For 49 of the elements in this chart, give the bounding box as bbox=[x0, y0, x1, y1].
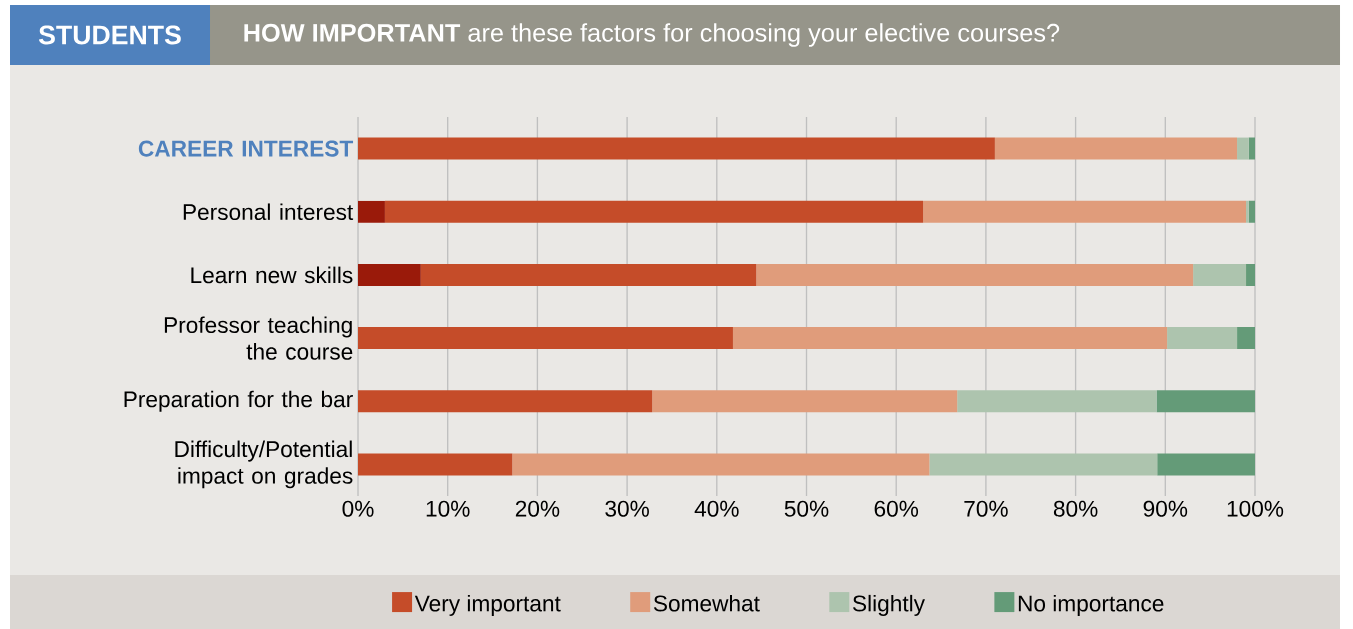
chart-title: HOW IMPORTANT are these factors for choosing your elective courses? bbox=[244, 23, 1060, 47]
x-tick-label: 70% bbox=[964, 500, 1008, 517]
x-tick-label: 10% bbox=[426, 500, 470, 517]
bar bbox=[358, 453, 513, 476]
x-tick-label: 0% bbox=[342, 500, 374, 517]
bar bbox=[1157, 453, 1256, 476]
bar bbox=[358, 200, 385, 223]
x-tick-label: 60% bbox=[874, 500, 919, 517]
y-tick-label: Preparation for the bar bbox=[124, 390, 353, 412]
bar bbox=[994, 137, 1238, 160]
y-tick-label: CAREER INTEREST bbox=[138, 140, 354, 157]
bar bbox=[652, 390, 958, 413]
bar bbox=[756, 263, 1194, 286]
legend-label: No importance bbox=[1018, 594, 1164, 616]
bar bbox=[1248, 200, 1256, 223]
bar bbox=[1156, 390, 1256, 413]
bar bbox=[358, 263, 421, 286]
x-tick-label: 20% bbox=[515, 500, 560, 517]
bar bbox=[1246, 263, 1256, 286]
y-tick-label: Learn new skills bbox=[191, 266, 353, 284]
bar bbox=[929, 453, 1158, 476]
legend-label: Very important bbox=[414, 594, 561, 616]
bar bbox=[923, 200, 1247, 223]
bar bbox=[358, 327, 733, 350]
x-tick-label: 30% bbox=[605, 500, 649, 517]
bar bbox=[512, 453, 930, 476]
legend-label: Somewhat bbox=[653, 594, 760, 612]
bar bbox=[420, 263, 757, 286]
bar bbox=[358, 137, 995, 160]
bar bbox=[1193, 263, 1247, 286]
bar bbox=[358, 390, 653, 413]
x-tick-label: 90% bbox=[1143, 500, 1188, 517]
x-tick-label: 40% bbox=[694, 500, 739, 517]
bar bbox=[1246, 200, 1249, 223]
bar bbox=[957, 390, 1157, 413]
x-tick-label: 50% bbox=[784, 500, 829, 517]
y-tick-label: Professor teaching the course bbox=[164, 316, 353, 360]
bar bbox=[732, 327, 1168, 350]
text: STUDENTS bbox=[38, 25, 181, 45]
bar bbox=[1167, 327, 1238, 350]
bar bbox=[1248, 137, 1256, 160]
bar bbox=[1237, 137, 1249, 160]
bar bbox=[1237, 327, 1256, 350]
legend-label: Slightly bbox=[852, 594, 925, 616]
x-tick-label: 80% bbox=[1053, 500, 1098, 517]
y-tick-label: Difficulty/Potential impact on grades bbox=[175, 440, 353, 489]
bar bbox=[384, 200, 924, 223]
x-tick-label: 100% bbox=[1227, 500, 1284, 517]
y-tick-label: Personal interest bbox=[183, 203, 354, 221]
